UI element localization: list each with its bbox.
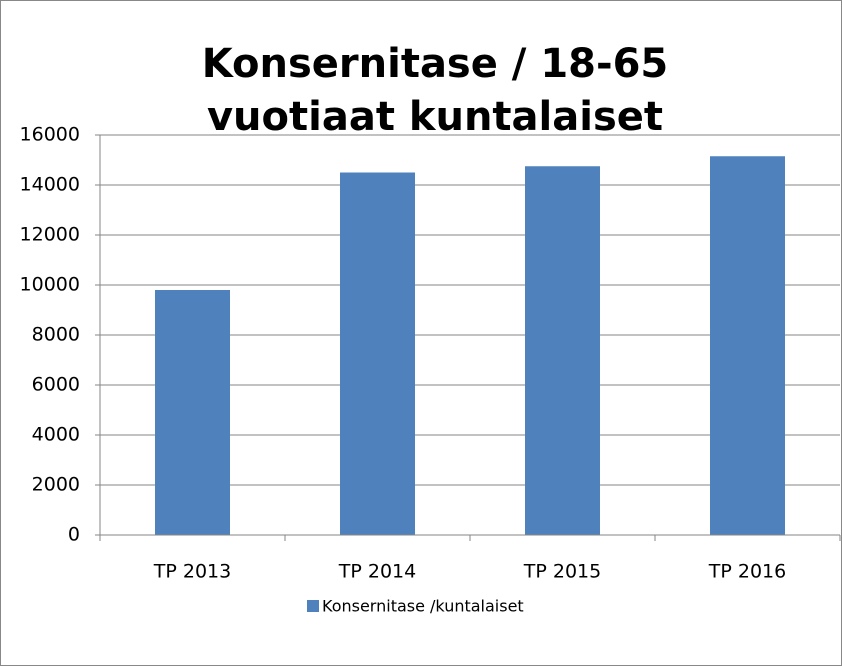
bar: [155, 290, 230, 535]
y-tick-label: 4000: [32, 424, 80, 446]
y-tick-label: 10000: [20, 274, 80, 296]
legend-label: Konsernitase /kuntalaiset: [322, 597, 524, 616]
y-tick-label: 12000: [20, 224, 80, 246]
x-tick-label: TP 2015: [523, 561, 601, 583]
x-tick-label: TP 2016: [708, 561, 786, 583]
y-tick-label: 8000: [32, 324, 80, 346]
y-tick-label: 14000: [20, 174, 80, 196]
y-tick-label: 16000: [20, 124, 80, 146]
y-tick-label: 2000: [32, 474, 80, 496]
x-tick-label: TP 2013: [153, 561, 231, 583]
y-tick-label: 0: [68, 524, 80, 546]
bar: [340, 172, 415, 535]
bar: [710, 156, 785, 535]
bar: [525, 166, 600, 535]
y-tick-label: 6000: [32, 374, 80, 396]
legend-swatch: [307, 600, 319, 612]
x-tick-label: TP 2014: [338, 561, 416, 583]
chart-title: Konsernitase / 18-65 vuotiaat kuntalaise…: [201, 41, 669, 140]
